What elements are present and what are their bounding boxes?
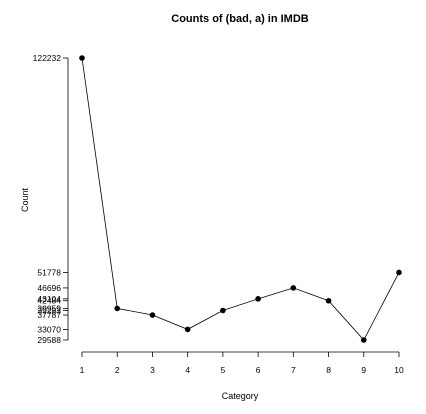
y-tick-label: 39959 [37,303,61,313]
x-axis-ticks: 1 2 3 4 5 6 7 8 9 10 [80,352,404,375]
x-axis-label: Category [222,391,259,401]
y-tick-label: 29588 [37,335,61,345]
y-tick-label: 42484 [37,296,61,306]
y-tick-label: 43104 [37,294,61,304]
x-tick-label: 9 [361,365,366,375]
data-points [79,55,402,343]
x-tick-label: 8 [326,365,331,375]
x-tick-label: 1 [80,365,85,375]
data-point [184,326,191,333]
y-tick-label: 46696 [37,283,61,293]
y-tick-label: 51778 [37,267,61,277]
data-point [114,305,121,312]
data-point [220,307,226,314]
y-tick-label: 122232 [33,53,62,63]
data-point [360,337,367,343]
y-tick-label: 39283 [37,305,61,315]
x-tick-label: 2 [115,365,120,375]
x-tick-label: 5 [221,365,226,375]
chart-title: Counts of (bad, a) in IMDB [171,13,309,25]
y-tick-label: 37787 [37,310,61,320]
x-tick-label: 4 [185,365,190,375]
x-tick-label: 3 [150,365,155,375]
data-point [149,312,156,318]
y-tick-label: 33070 [37,324,61,334]
data-point [290,285,297,291]
x-tick-label: 7 [291,365,296,375]
data-point [396,269,402,276]
data-point [325,297,332,304]
data-point [79,55,85,61]
x-tick-label: 10 [394,365,404,375]
y-axis-label: Count [20,188,30,213]
series-line [81,57,400,341]
data-point [255,296,261,302]
x-tick-label: 6 [256,365,261,375]
